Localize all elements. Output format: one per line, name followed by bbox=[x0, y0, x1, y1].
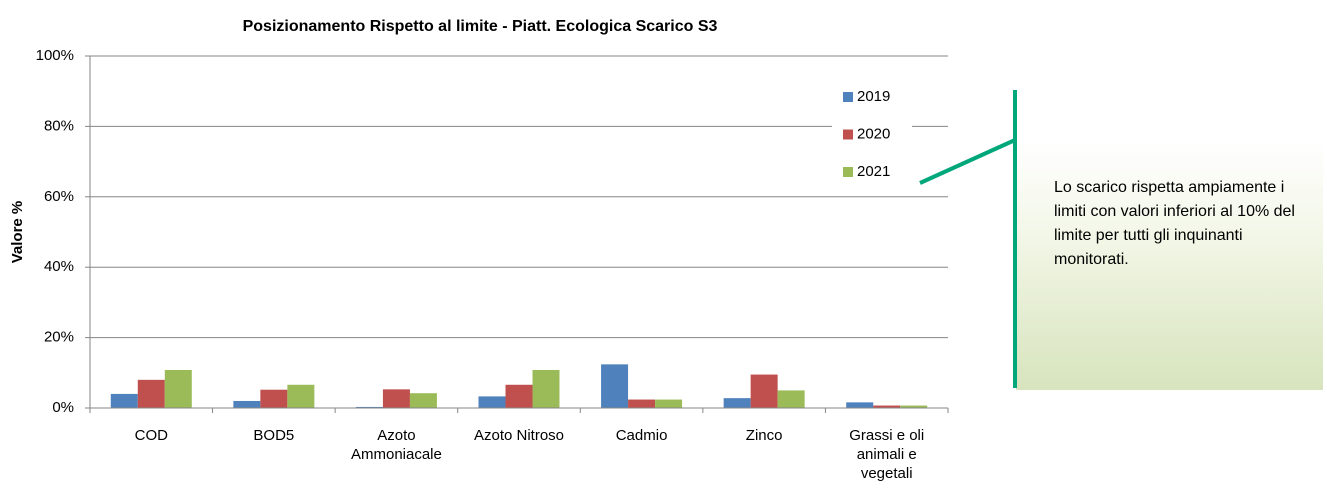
x-tick-label: BOD5 bbox=[253, 427, 295, 444]
bar bbox=[110, 393, 138, 408]
callout-connector bbox=[919, 138, 1016, 185]
y-tick-label: 40% bbox=[44, 258, 74, 275]
bar bbox=[601, 364, 629, 408]
bar bbox=[723, 398, 751, 408]
bar bbox=[900, 405, 928, 408]
x-tick-label: Azoto Nitroso bbox=[473, 427, 565, 444]
bar bbox=[164, 369, 192, 408]
y-tick-label: 20% bbox=[44, 329, 74, 346]
bar bbox=[355, 406, 383, 408]
bar bbox=[777, 390, 805, 408]
y-axis-label: Valore % bbox=[9, 201, 26, 264]
y-tick-label: 100% bbox=[36, 47, 74, 64]
chart-title: Posizionamento Rispetto al limite - Piat… bbox=[243, 18, 718, 35]
y-tick-label: 60% bbox=[44, 188, 74, 205]
bar bbox=[655, 399, 683, 408]
x-tick-label: Grassi e oli animali e vegetali bbox=[849, 427, 925, 482]
bar bbox=[260, 389, 288, 408]
bar bbox=[873, 405, 901, 408]
x-tick-label: Cadmio bbox=[615, 427, 668, 444]
bar bbox=[287, 384, 315, 408]
y-tick-label: 80% bbox=[44, 117, 74, 134]
bar bbox=[409, 393, 437, 408]
legend-label: 2019 bbox=[857, 88, 890, 105]
legend-swatch bbox=[843, 129, 853, 140]
bar bbox=[478, 396, 506, 408]
legend-swatch bbox=[843, 92, 853, 102]
bar bbox=[233, 400, 261, 408]
bar bbox=[628, 399, 656, 408]
annotation: Lo scarico rispetta ampiamente i limiti … bbox=[1054, 179, 1295, 268]
bar bbox=[750, 374, 778, 408]
legend-label: 2020 bbox=[857, 125, 890, 142]
callout-box: Lo scarico rispetta ampiamente i limiti … bbox=[1016, 140, 1323, 390]
x-tick-label: Zinco bbox=[745, 427, 783, 444]
legend-label: 2021 bbox=[857, 163, 890, 180]
x-tick-label: Azoto Ammoniacale bbox=[350, 427, 442, 463]
legend-swatch bbox=[843, 167, 853, 177]
bar bbox=[505, 384, 533, 408]
bar bbox=[846, 402, 874, 408]
x-tick-label: COD bbox=[134, 427, 168, 444]
bar bbox=[532, 369, 560, 408]
bar bbox=[382, 389, 410, 408]
y-tick-label: 0% bbox=[52, 399, 74, 416]
bar bbox=[137, 379, 165, 408]
